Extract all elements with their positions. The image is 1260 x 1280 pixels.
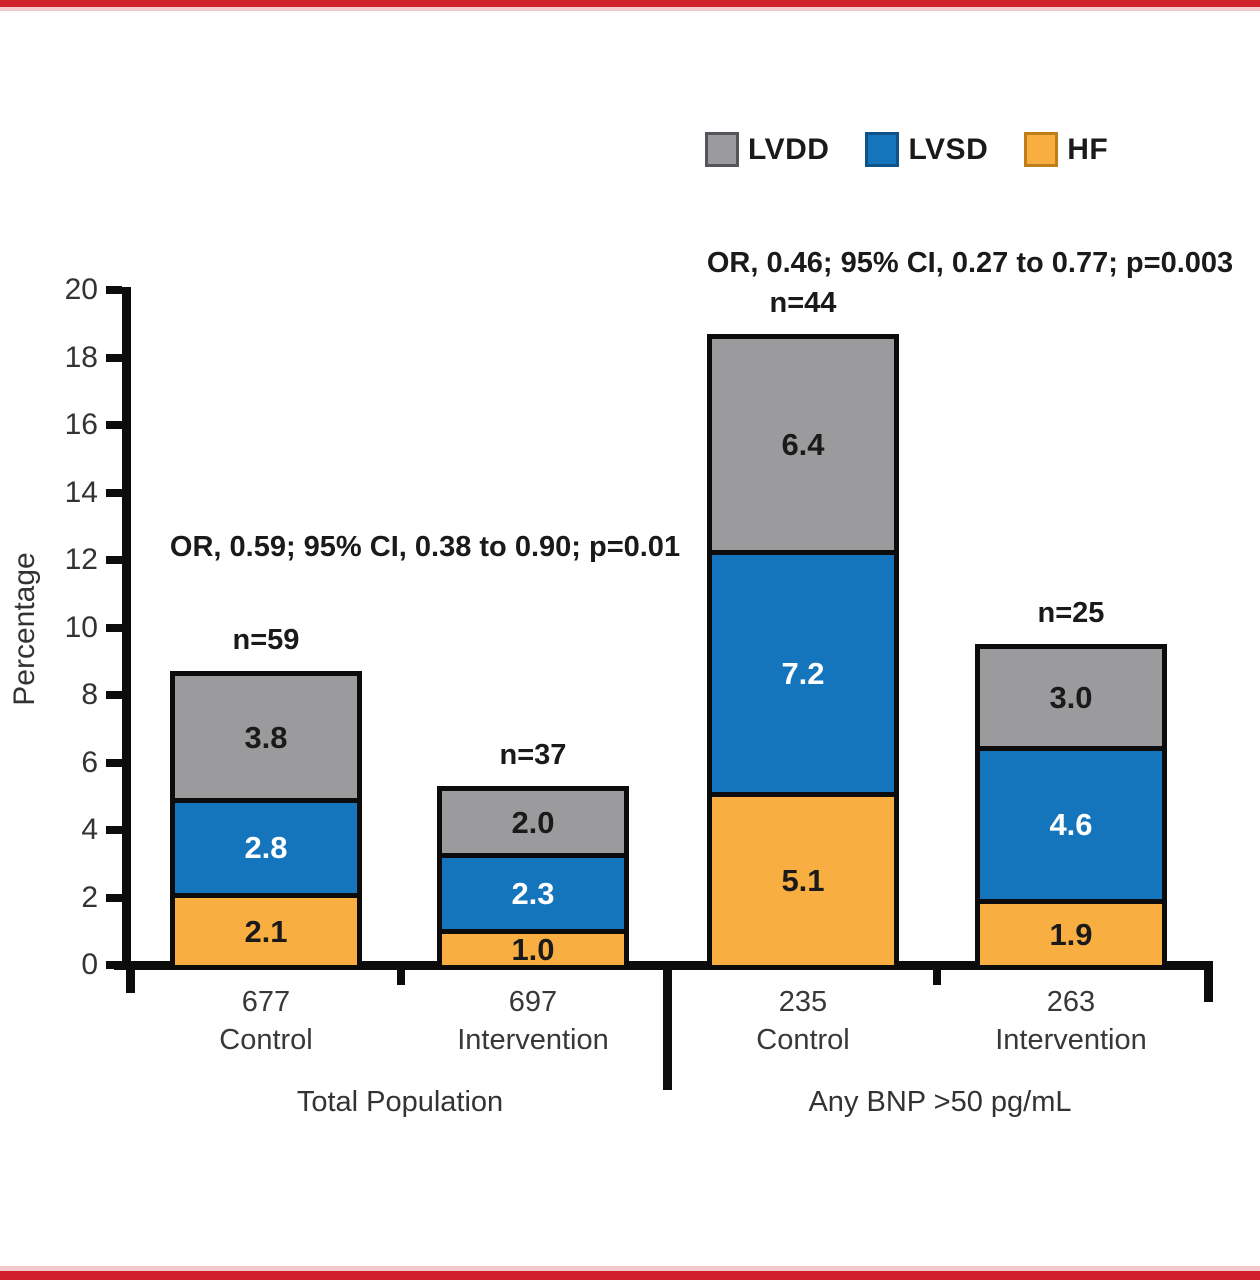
- y-axis-tick: [106, 758, 122, 767]
- stacked-bar: 3.8 2.8 2.1: [170, 671, 362, 970]
- legend: LVDD LVSD HF: [705, 132, 1108, 167]
- category-arm-name: Control: [219, 1024, 313, 1056]
- bar-n-label: n=59: [232, 624, 300, 657]
- legend-item-lvdd: LVDD: [705, 132, 829, 167]
- category-n-count: 677: [241, 986, 291, 1018]
- group-divider-line: [663, 961, 672, 1090]
- legend-swatch-lvdd: [705, 132, 739, 167]
- y-axis-line: [122, 287, 131, 970]
- x-axis-category-label: 263 Intervention: [915, 983, 1227, 1059]
- y-axis-tick-label: 2: [81, 880, 98, 914]
- bar-segment-value: 2.3: [511, 875, 555, 911]
- x-axis-category-label: 677 Control: [110, 983, 422, 1059]
- bottom-accent-bar: [0, 1271, 1260, 1280]
- x-axis-category-label: 235 Control: [647, 983, 959, 1059]
- top-accent-bar: [0, 0, 1260, 7]
- bottom-accent-bar-light: [0, 1266, 1260, 1271]
- x-axis-tick: [397, 961, 405, 985]
- bar-segment-value: 2.0: [511, 804, 555, 840]
- y-axis-tick: [106, 286, 122, 294]
- legend-item-hf: HF: [1024, 132, 1108, 167]
- stacked-bar: 6.4 7.2 5.1: [707, 333, 899, 970]
- legend-label-lvsd: LVSD: [908, 132, 989, 166]
- y-axis-tick-label: 14: [64, 475, 98, 509]
- bar-segment-value: 2.1: [244, 913, 288, 949]
- bar-segment-lvdd: 2.0: [442, 791, 624, 853]
- y-axis-tick: [106, 353, 122, 362]
- bar-segment-hf: 5.1: [712, 791, 894, 965]
- bar-segment-hf: 1.0: [442, 929, 624, 965]
- y-axis-tick: [106, 623, 122, 632]
- group-label-any-bnp: Any BNP >50 pg/mL: [808, 1086, 1072, 1118]
- legend-label-hf: HF: [1067, 132, 1109, 166]
- legend-swatch-lvsd: [865, 132, 900, 167]
- bar-n-label: n=37: [499, 739, 567, 772]
- bar-segment-value: 5.1: [781, 863, 825, 899]
- category-arm-name: Intervention: [457, 1024, 609, 1056]
- y-axis-tick-label: 0: [81, 948, 98, 981]
- bar-segment-hf: 1.9: [980, 898, 1162, 965]
- y-axis-tick-label: 4: [81, 813, 98, 846]
- y-axis-tick: [106, 556, 122, 564]
- y-axis-tick: [106, 691, 122, 699]
- bar-segment-value: 3.0: [1049, 680, 1093, 716]
- bar-segment-value: 7.2: [781, 655, 825, 691]
- x-axis-tick: [933, 961, 941, 985]
- bar-segment-value: 2.8: [244, 830, 288, 866]
- bar-segment-lvsd: 2.3: [442, 852, 624, 929]
- y-axis-tick: [106, 893, 122, 902]
- bar-segment-value: 1.9: [1049, 916, 1093, 952]
- x-axis-end-tick-left: [126, 961, 135, 993]
- legend-swatch-hf: [1024, 132, 1059, 167]
- legend-label-lvdd: LVDD: [748, 132, 830, 166]
- y-axis-tick-label: 18: [64, 340, 98, 374]
- stacked-bar: 3.0 4.6 1.9: [975, 644, 1167, 970]
- category-arm-name: Intervention: [995, 1024, 1147, 1056]
- bar-n-label: n=44: [769, 286, 837, 319]
- bar-segment-value: 1.0: [511, 932, 555, 967]
- y-axis-tick: [106, 826, 122, 834]
- x-axis-end-tick-right: [1204, 961, 1213, 1002]
- category-n-count: 235: [778, 986, 828, 1018]
- y-axis-tick: [106, 961, 122, 969]
- bar-segment-lvdd: 3.0: [980, 649, 1162, 746]
- category-n-count: 697: [508, 986, 558, 1018]
- y-axis-tick-label: 12: [64, 543, 98, 576]
- group-label-total-population: Total Population: [296, 1086, 504, 1118]
- y-axis-tick-label: 8: [81, 678, 98, 711]
- bar-segment-value: 6.4: [781, 426, 825, 462]
- bar-segment-lvsd: 4.6: [980, 745, 1162, 899]
- bar-segment-lvsd: 7.2: [712, 549, 894, 792]
- x-axis-category-label: 697 Intervention: [377, 983, 689, 1059]
- legend-item-lvsd: LVSD: [865, 132, 988, 167]
- y-axis-tick-label: 6: [81, 745, 98, 779]
- odds-ratio-annotation-total: OR, 0.59; 95% CI, 0.38 to 0.90; p=0.01: [169, 531, 681, 563]
- y-axis-tick-label: 10: [64, 610, 98, 644]
- y-axis-tick-label: 16: [64, 408, 98, 441]
- bar-segment-value: 3.8: [244, 719, 288, 755]
- bar-segment-lvsd: 2.8: [175, 798, 357, 893]
- odds-ratio-annotation-bnp: OR, 0.46; 95% CI, 0.27 to 0.77; p=0.003: [706, 247, 1234, 279]
- bar-n-label: n=25: [1037, 597, 1105, 630]
- y-axis-tick: [106, 421, 122, 429]
- bar-segment-value: 4.6: [1049, 807, 1093, 843]
- category-arm-name: Control: [756, 1024, 850, 1056]
- bar-segment-lvdd: 3.8: [175, 676, 357, 799]
- stacked-bar: 2.0 2.3 1.0: [437, 786, 629, 970]
- bar-segment-lvdd: 6.4: [712, 338, 894, 550]
- category-n-count: 263: [1046, 986, 1096, 1018]
- y-axis-tick-label: 20: [64, 273, 98, 306]
- bar-segment-hf: 2.1: [175, 892, 357, 965]
- y-axis-tick: [106, 488, 122, 497]
- top-accent-bar-light: [0, 7, 1260, 11]
